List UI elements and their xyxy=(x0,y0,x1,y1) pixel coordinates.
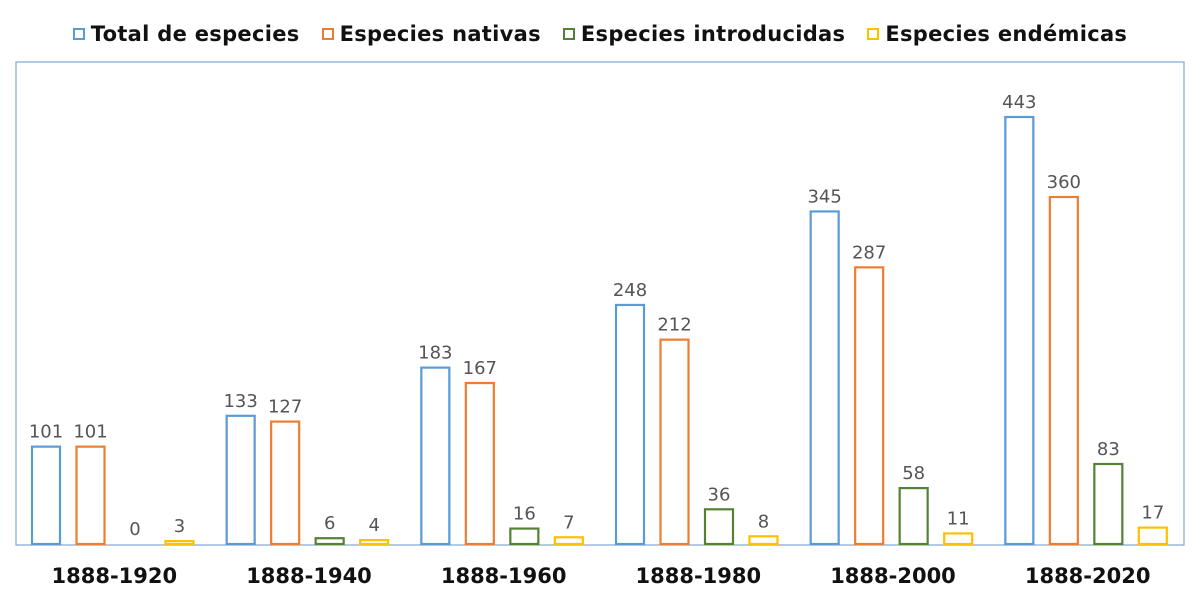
legend-swatch xyxy=(72,28,85,40)
bar xyxy=(420,366,451,546)
data-label: 101 xyxy=(73,422,107,443)
x-tick-label: 1888-1920 xyxy=(52,564,178,588)
data-label: 3 xyxy=(174,516,185,537)
bar xyxy=(943,532,974,546)
data-label: 4 xyxy=(368,515,379,536)
bar xyxy=(225,414,256,546)
legend-item: Total de especies xyxy=(72,22,300,46)
bar xyxy=(30,445,62,546)
data-label: 101 xyxy=(29,422,63,443)
data-label: 212 xyxy=(657,315,691,336)
bar xyxy=(614,303,646,546)
data-label: 0 xyxy=(129,519,140,540)
data-label: 58 xyxy=(902,463,925,484)
legend-item: Especies endémicas xyxy=(867,22,1127,46)
data-label: 443 xyxy=(1002,92,1036,113)
x-tick-label: 1888-2000 xyxy=(830,564,956,588)
data-label: 8 xyxy=(758,511,769,532)
legend-label: Especies introducidas xyxy=(580,22,846,46)
bar xyxy=(1004,115,1035,546)
bar xyxy=(854,266,885,546)
bar xyxy=(1093,462,1124,546)
data-label: 83 xyxy=(1097,439,1120,460)
data-label: 7 xyxy=(563,512,574,533)
data-label: 133 xyxy=(223,391,257,412)
data-label: 167 xyxy=(463,358,497,379)
bar xyxy=(359,539,390,546)
x-tick-label: 1888-1980 xyxy=(636,564,762,588)
legend-swatch xyxy=(562,28,575,40)
legend-item: Especies nativas xyxy=(321,22,541,46)
bar xyxy=(164,540,195,546)
legend-swatch xyxy=(867,28,880,40)
bar xyxy=(314,537,345,546)
bar xyxy=(270,420,301,546)
bar xyxy=(898,486,929,546)
bar xyxy=(75,445,106,546)
legend-swatch xyxy=(321,28,334,40)
bar xyxy=(809,210,840,546)
data-label: 248 xyxy=(613,280,647,301)
data-label: 287 xyxy=(852,242,886,263)
x-tick-label: 1888-2020 xyxy=(1025,564,1151,588)
legend-label: Total de especies xyxy=(90,22,300,46)
data-label: 6 xyxy=(324,513,335,534)
data-label: 360 xyxy=(1047,172,1081,193)
bar xyxy=(1048,195,1079,546)
bar xyxy=(1137,526,1168,546)
legend-item: Especies introducidas xyxy=(562,22,846,46)
bar xyxy=(553,536,584,546)
x-tick-label: 1888-1960 xyxy=(441,564,567,588)
data-label: 11 xyxy=(947,508,970,529)
legend: Total de especies Especies nativas Especie… xyxy=(0,18,1200,50)
bar xyxy=(464,381,495,546)
bar xyxy=(748,535,779,546)
bar xyxy=(703,508,735,546)
bar xyxy=(659,338,690,546)
legend-label: Especies nativas xyxy=(339,22,541,46)
data-label: 345 xyxy=(807,186,841,207)
data-label: 17 xyxy=(1141,503,1164,524)
data-label: 36 xyxy=(708,484,731,505)
data-label: 183 xyxy=(418,343,452,364)
x-tick-label: 1888-1940 xyxy=(246,564,372,588)
data-label: 127 xyxy=(268,397,302,418)
legend-label: Especies endémicas xyxy=(885,22,1128,46)
plot-frame xyxy=(15,61,1185,546)
data-label: 16 xyxy=(513,504,536,525)
bar xyxy=(509,527,540,546)
